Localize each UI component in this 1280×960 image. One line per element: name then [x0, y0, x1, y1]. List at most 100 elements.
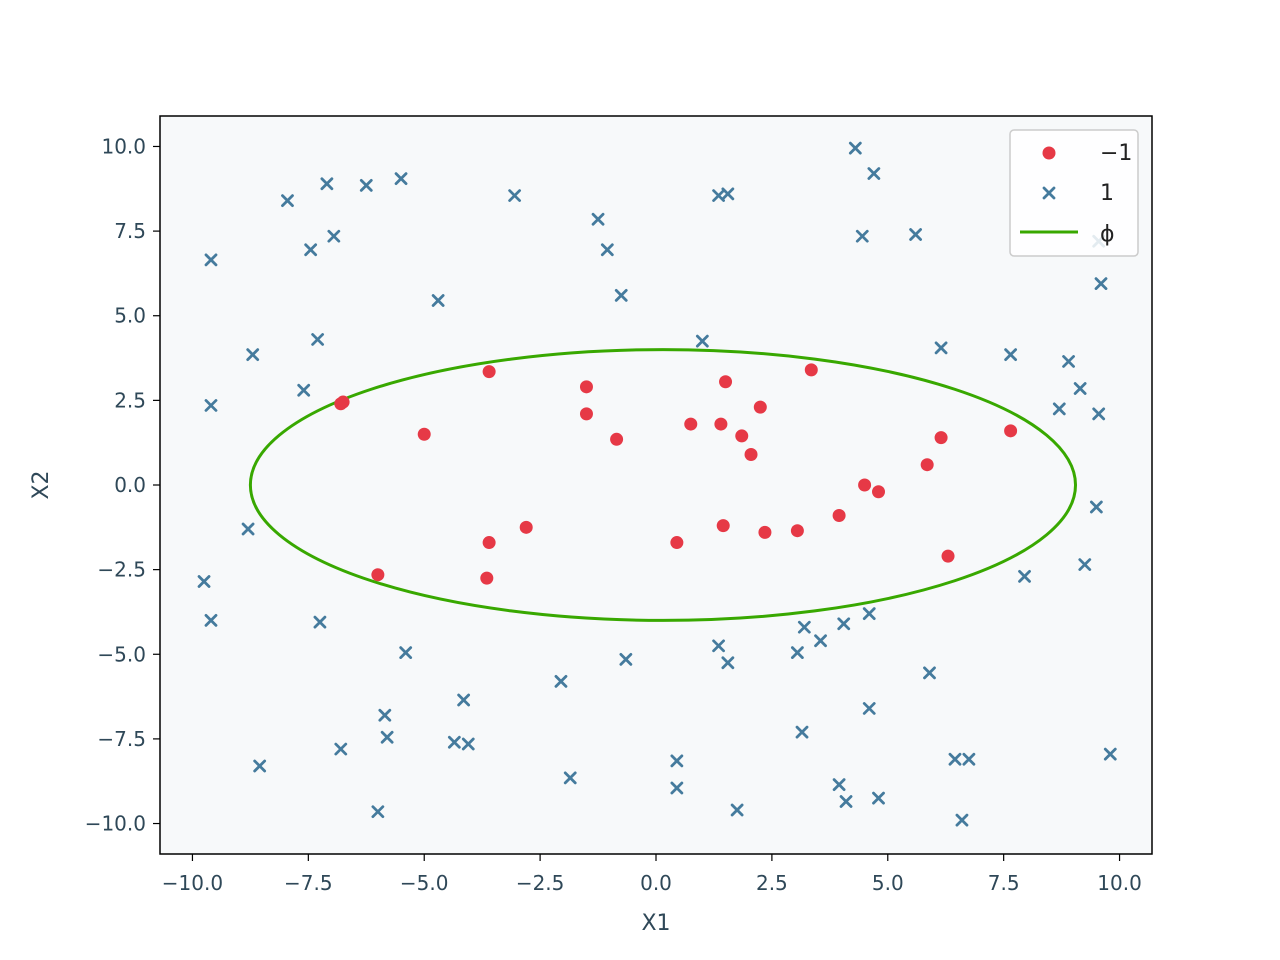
point-class-pos [862, 607, 876, 621]
point-class-pos [591, 212, 605, 226]
point-class-pos [378, 708, 392, 722]
x-tick-label: −7.5 [284, 871, 333, 895]
y-tick-label: −7.5 [97, 727, 146, 751]
point-class-pos [394, 172, 408, 186]
y-tick-label: −5.0 [97, 642, 146, 666]
point-class-pos [204, 614, 218, 627]
legend-label-neg: −1 [1100, 141, 1132, 166]
point-class-pos [508, 189, 522, 202]
point-class-pos [554, 674, 568, 688]
point-class-pos [197, 575, 211, 588]
point-class-pos [320, 177, 334, 191]
point-class-pos [955, 813, 969, 827]
point-class-neg [371, 568, 385, 582]
point-class-pos [909, 228, 922, 241]
point-class-pos [447, 735, 461, 749]
point-class-pos [600, 243, 614, 257]
point-class-pos [797, 620, 811, 634]
point-class-neg [758, 525, 772, 539]
point-class-pos [934, 341, 948, 355]
point-class-pos [923, 666, 936, 680]
point-class-neg [934, 431, 948, 445]
point-class-pos [457, 693, 471, 707]
point-class-neg [684, 417, 698, 431]
y-axis-ticks: −10.0 −7.5 −5.0 −2.5 0.0 2.5 5.0 7.5 10.0 [85, 134, 160, 836]
decision-boundary-line [248, 348, 1078, 622]
point-class-pos [304, 243, 318, 257]
point-class-pos [614, 289, 628, 302]
point-class-neg [519, 520, 533, 534]
point-class-neg [832, 508, 846, 522]
x-tick-label: 7.5 [988, 871, 1020, 895]
point-class-pos [712, 639, 725, 653]
point-class-neg [719, 375, 733, 389]
point-class-pos [359, 178, 373, 192]
point-class-neg [716, 519, 730, 533]
point-class-neg [482, 365, 496, 379]
point-class-pos [1073, 382, 1087, 395]
class-neg-points [334, 363, 1018, 585]
point-class-pos [246, 348, 260, 362]
point-class-pos [1103, 747, 1117, 761]
point-class-pos [1094, 277, 1108, 290]
x-axis-label: X1 [641, 911, 670, 936]
point-class-pos [371, 805, 385, 819]
point-class-pos [862, 702, 876, 715]
point-class-pos [1078, 558, 1092, 571]
legend-marker-pos [1042, 186, 1056, 200]
point-class-pos [814, 634, 827, 648]
x-tick-label: −10.0 [162, 871, 223, 895]
point-class-pos [253, 759, 267, 773]
point-class-neg [858, 478, 872, 492]
x-tick-label: 10.0 [1097, 871, 1142, 895]
point-class-neg [804, 363, 818, 377]
point-class-neg [336, 395, 350, 409]
point-class-pos [832, 778, 846, 792]
y-tick-label: 10.0 [101, 134, 146, 158]
point-class-pos [461, 737, 475, 751]
class-pos-points [197, 141, 1117, 827]
y-tick-label: 5.0 [114, 304, 146, 328]
point-class-pos [311, 333, 325, 346]
point-class-pos [670, 781, 684, 795]
point-class-neg [753, 400, 767, 414]
y-tick-label: 0.0 [114, 473, 146, 497]
point-class-pos [380, 730, 394, 744]
point-class-neg [480, 571, 494, 585]
point-class-pos [837, 617, 851, 631]
point-class-pos [962, 752, 976, 766]
point-class-pos [281, 194, 294, 208]
point-class-pos [867, 167, 881, 180]
point-class-neg [579, 407, 593, 421]
point-class-pos [241, 522, 255, 536]
legend-x-marker [1042, 186, 1056, 200]
point-class-pos [790, 646, 804, 659]
legend-marker-neg [1042, 146, 1056, 160]
point-class-pos [313, 615, 327, 629]
point-class-neg [744, 448, 758, 462]
point-class-pos [431, 294, 445, 307]
y-tick-label: 2.5 [114, 388, 146, 412]
point-class-pos [721, 187, 735, 201]
point-class-neg [1004, 424, 1018, 438]
point-class-neg [872, 485, 886, 499]
point-class-pos [399, 646, 413, 659]
point-class-pos [1004, 348, 1018, 362]
y-tick-label: −2.5 [97, 558, 146, 582]
x-tick-label: 0.0 [640, 871, 672, 895]
y-tick-label: −10.0 [85, 812, 146, 836]
point-class-pos [839, 795, 853, 808]
legend-label-pos: 1 [1100, 181, 1114, 206]
x-axis-ticks: −10.0 −7.5 −5.0 −2.5 0.0 2.5 5.0 7.5 10.0 [162, 854, 1142, 895]
point-class-neg [417, 427, 431, 441]
point-class-pos [1052, 402, 1066, 416]
point-class-neg [714, 417, 728, 431]
point-class-pos [695, 334, 709, 348]
point-class-neg [920, 458, 934, 472]
point-class-neg [482, 536, 496, 550]
point-class-pos [619, 652, 633, 666]
point-class-pos [563, 771, 577, 785]
point-class-pos [948, 752, 962, 766]
point-class-pos [1089, 500, 1103, 514]
